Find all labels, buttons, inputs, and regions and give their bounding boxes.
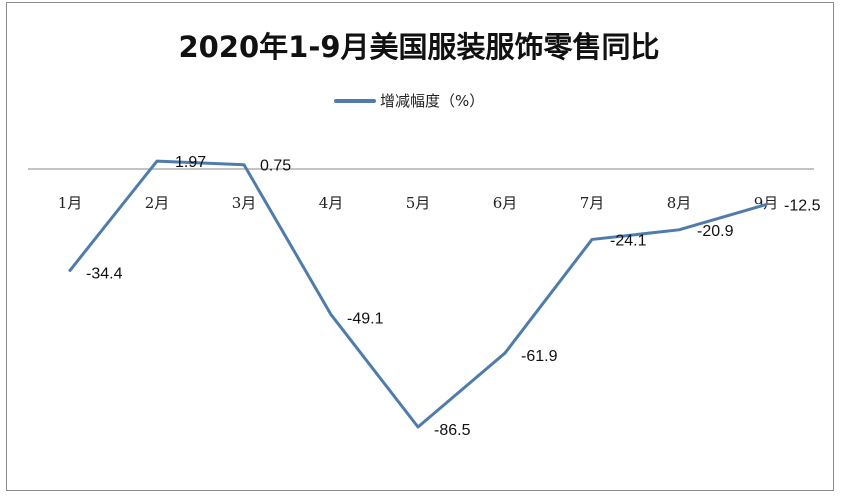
- x-tick-label: 8月: [667, 194, 692, 212]
- data-label: 1.97: [175, 154, 206, 171]
- x-tick-label: 3月: [232, 194, 257, 212]
- x-tick-label: 5月: [406, 194, 431, 212]
- data-label: 0.75: [260, 158, 291, 175]
- x-tick-label: 2月: [145, 194, 170, 212]
- data-label: -34.4: [86, 265, 123, 282]
- data-label: -12.5: [784, 198, 821, 215]
- data-label: -20.9: [697, 223, 734, 240]
- legend: 增减幅度（%）: [334, 92, 484, 110]
- data-label: -61.9: [521, 348, 558, 365]
- data-label: -24.1: [610, 232, 647, 249]
- chart-title: 2020年1-9月美国服装服饰零售同比: [178, 30, 659, 64]
- x-tick-label: 1月: [58, 194, 83, 212]
- x-axis-tick-labels: 1月 2月 3月 4月 5月 6月 7月 8月 9月: [58, 194, 779, 212]
- data-label: -49.1: [347, 311, 384, 328]
- x-tick-label: 6月: [493, 194, 518, 212]
- legend-series-label: 增减幅度（%）: [380, 92, 484, 110]
- data-labels: -34.4 1.97 0.75 -49.1 -86.5 -61.9 -24.1 -20.9 -1…: [86, 154, 821, 439]
- data-label: -86.5: [434, 422, 471, 439]
- x-tick-label: 7月: [580, 194, 605, 212]
- series-line: [68, 159, 768, 429]
- x-tick-label: 4月: [319, 194, 344, 212]
- x-tick-label: 9月: [754, 194, 779, 212]
- chart-area-border: [6, 2, 834, 491]
